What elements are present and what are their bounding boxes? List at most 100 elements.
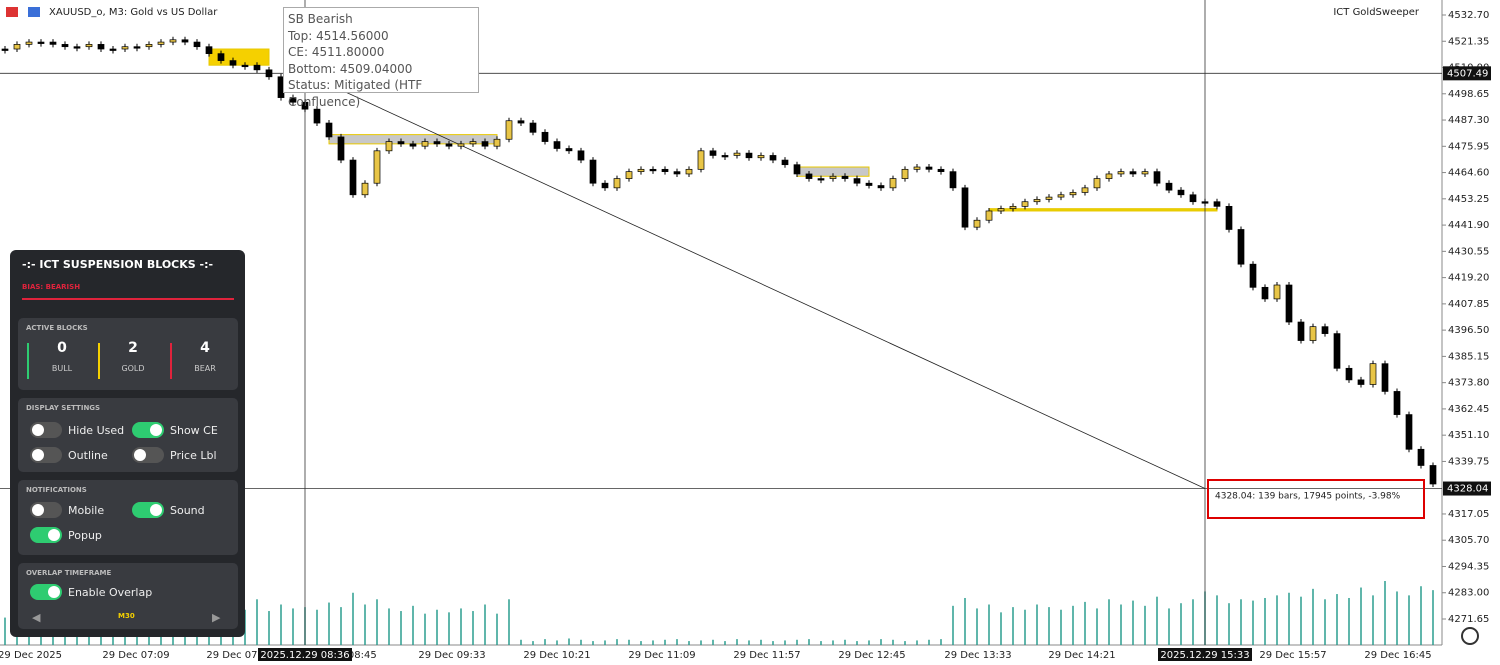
candle [1345,367,1353,381]
switch[interactable] [132,422,164,438]
switch[interactable] [132,502,164,518]
candle [145,44,153,48]
candle [61,44,69,48]
count-label: BEAR [194,364,216,373]
switch[interactable] [30,584,62,600]
candle [1201,201,1209,204]
section-title: NOTIFICATIONS [26,486,87,494]
candle [397,141,405,145]
candle [421,141,429,147]
candle [337,136,345,161]
y-tick-label: 4294.35 [1448,561,1489,572]
tooltip: SB Bearish Top: 4514.56000 CE: 4511.8000… [283,7,479,109]
y-tick-label: 4487.30 [1448,115,1489,126]
price-axis [1442,0,1500,665]
candle [1189,194,1197,203]
x-tick-label: 29 Dec 11:09 [628,650,695,661]
candle [169,39,177,43]
candle [1393,391,1401,415]
block-zone [988,208,1218,212]
y-tick-label: 4271.65 [1448,614,1489,625]
candle [505,120,513,140]
candle [709,150,717,156]
toggle-label: Hide Used [68,423,125,437]
candle [1117,171,1125,175]
switch[interactable] [30,502,62,518]
x-tick-label: 29 Dec 11:57 [733,650,800,661]
y-tick-label: 4305.70 [1448,535,1489,546]
y-tick-label: 4362.45 [1448,404,1489,415]
switch[interactable] [132,447,164,463]
toggle: Popup [30,527,102,543]
tooltip-line: SB Bearish [288,12,353,26]
y-tick-label: 4532.70 [1448,10,1489,21]
prev-button[interactable]: ◀ [32,611,41,624]
candle [1009,205,1017,210]
panel-title: -:- ICT SUSPENSION BLOCKS -:- [22,258,214,271]
count: 0 BULL [32,340,92,373]
candle [265,69,273,78]
toggle-label: Mobile [68,503,105,517]
candle [1,48,9,51]
x-tick-label: 29 Dec 10:21 [523,650,590,661]
candle [541,131,549,142]
candle [205,46,213,54]
tooltip-line: Top: 4514.56000 [288,28,389,43]
candle [193,41,201,48]
zoom-button[interactable] [1461,627,1479,645]
next-button[interactable]: ▶ [212,611,221,624]
candle [85,44,93,48]
candle [241,64,249,68]
candle [589,159,597,184]
candle [109,48,117,51]
tooltip-line: CE: 4511.80000 [288,45,385,59]
candle [1213,201,1221,207]
x-tick-label: 29 Dec 07:57 [206,650,273,661]
candle [13,44,21,50]
time-label-bg [258,648,352,661]
candle [1225,205,1233,230]
symbol: XAUUSD_o, M3: Gold vs US Dollar [49,7,218,18]
candle [673,171,681,175]
switch[interactable] [30,422,62,438]
candle [1417,448,1425,466]
candle [637,168,645,172]
toggle-label: Popup [68,528,102,542]
icon [28,7,40,17]
bar [98,343,100,379]
icon [6,7,18,17]
candle [1033,199,1041,203]
candle [1321,326,1329,334]
candle [625,171,633,179]
switch[interactable] [30,447,62,463]
candle [1021,201,1029,207]
candle [937,168,945,172]
y-tick-label: 4396.50 [1448,325,1489,336]
candle [409,143,417,147]
candle [649,168,657,172]
candle [793,164,801,175]
candle [913,166,921,170]
candle [553,141,561,149]
block-zone [208,48,270,66]
overlap-section: OVERLAP TIMEFRAME Enable Overlap ◀ M30 ▶ [18,563,238,629]
y-tick-label: 4441.90 [1448,220,1489,231]
time-label-bg [1158,648,1252,661]
candle [1261,286,1269,300]
switch[interactable] [30,527,62,543]
candle [1105,173,1113,179]
bar [27,343,29,379]
divider [22,298,234,300]
candle [517,120,525,124]
x-tick-label: 29 Dec 12:45 [838,650,905,661]
x-tick-label: c 08:45 [339,650,377,661]
candle [781,159,789,166]
candle [949,171,957,189]
candle [97,44,105,50]
candle [313,108,321,124]
candle [841,175,849,179]
candle [325,122,333,138]
y-tick-label: 4351.10 [1448,430,1489,441]
toggle: Sound [132,502,205,518]
